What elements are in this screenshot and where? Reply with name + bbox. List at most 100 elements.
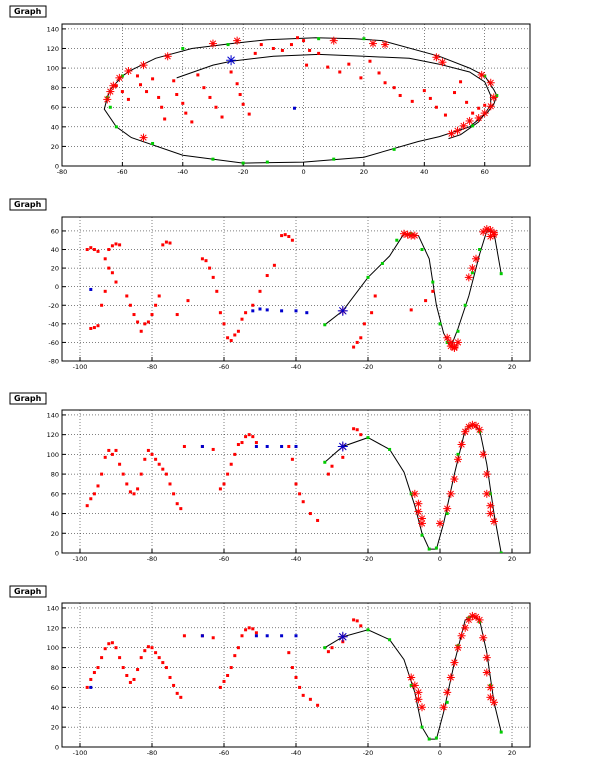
data-point-red-star xyxy=(486,226,495,235)
chart-title: Graph xyxy=(14,7,42,16)
data-point-green xyxy=(438,322,442,326)
y-tick-label: 80 xyxy=(51,471,59,479)
data-point-green xyxy=(114,125,118,129)
x-tick-label: 0 xyxy=(438,555,442,563)
y-tick-label: 100 xyxy=(47,451,59,459)
data-point-red-star xyxy=(329,36,338,45)
data-point-green xyxy=(323,646,327,650)
data-point-red-square xyxy=(103,647,107,651)
data-point-red-square xyxy=(220,115,224,119)
series-line xyxy=(324,230,502,349)
data-point-red-square xyxy=(254,441,258,445)
data-point-red-square xyxy=(233,452,237,456)
data-point-red-square xyxy=(125,482,129,486)
data-point-red-square xyxy=(253,51,257,55)
data-point-red-square xyxy=(240,441,244,445)
data-point-red-square xyxy=(229,70,233,74)
data-point-red-square xyxy=(118,243,122,247)
data-point-red-square xyxy=(244,628,248,632)
data-point-red-square xyxy=(226,336,230,340)
data-point-red-square xyxy=(182,444,186,448)
data-point-red-square xyxy=(128,490,132,494)
data-point-green xyxy=(499,730,503,734)
data-point-red-star xyxy=(414,688,423,697)
data-point-red-star xyxy=(475,615,484,624)
chart-panel-4: Graph -100 -80 -60 -40 -20 0 20 0 20 40 60 80 100 120 1… xyxy=(9,585,531,757)
x-tick-label: -60 xyxy=(219,363,230,371)
data-point-red-square xyxy=(251,627,255,631)
data-point-red-square xyxy=(157,656,161,660)
data-point-red-square xyxy=(114,448,118,452)
data-point-blue xyxy=(89,287,93,291)
x-tick-label: -80 xyxy=(147,749,158,757)
data-point-red-star xyxy=(139,61,148,70)
data-point-red-square xyxy=(157,294,161,298)
data-point-red-square xyxy=(443,113,447,117)
data-point-red-star xyxy=(464,615,473,624)
data-point-red-square xyxy=(136,668,140,672)
y-tick-label: 0 xyxy=(55,163,59,171)
data-point-red-square xyxy=(161,467,165,471)
data-point-red-square xyxy=(392,86,396,90)
x-tick-label: -40 xyxy=(177,168,188,176)
data-point-red-square xyxy=(352,427,356,431)
data-point-red-star xyxy=(479,227,488,236)
data-point-blue xyxy=(251,309,255,313)
x-tick-label: -20 xyxy=(363,363,374,371)
data-point-red-star xyxy=(410,681,419,690)
x-tick-label: 20 xyxy=(360,168,368,176)
data-point-red-square xyxy=(428,96,432,100)
data-point-red-square xyxy=(96,484,100,488)
data-point-red-square xyxy=(146,320,150,324)
data-point-red-square xyxy=(302,39,306,43)
data-point-green xyxy=(420,725,424,729)
data-point-red-star xyxy=(450,343,459,352)
y-tick-label: 80 xyxy=(51,84,59,92)
data-point-green xyxy=(211,157,215,161)
data-point-red-square xyxy=(289,43,293,47)
data-point-red-square xyxy=(168,675,172,679)
data-point-blue xyxy=(294,309,298,313)
y-tick-label: -40 xyxy=(48,320,59,328)
data-point-red-star xyxy=(432,53,441,62)
data-point-red-star xyxy=(479,450,488,459)
data-point-green xyxy=(434,736,438,740)
data-point-red-square xyxy=(110,271,114,275)
data-point-green xyxy=(420,248,424,252)
data-point-red-square xyxy=(240,634,244,638)
data-point-green xyxy=(380,261,384,265)
x-tick-label: -80 xyxy=(147,555,158,563)
plot-area xyxy=(85,611,503,741)
data-point-red-square xyxy=(294,482,298,486)
data-point-green xyxy=(456,329,460,333)
data-point-red-star xyxy=(414,507,423,516)
y-tick-label: 120 xyxy=(47,45,59,53)
data-point-red-square xyxy=(125,294,129,298)
data-point-red-square xyxy=(160,105,164,109)
data-point-red-square xyxy=(373,294,377,298)
data-point-red-square xyxy=(244,435,248,439)
data-point-red-square xyxy=(110,244,114,248)
data-point-red-square xyxy=(211,447,215,451)
data-point-red-square xyxy=(136,320,140,324)
data-point-red-square xyxy=(287,444,291,448)
data-point-red-square xyxy=(316,518,320,522)
data-point-red-square xyxy=(85,248,89,252)
data-point-green xyxy=(265,160,269,164)
data-point-red-square xyxy=(477,106,481,110)
data-point-red-star xyxy=(477,70,486,79)
data-point-green xyxy=(226,43,230,47)
data-point-red-square xyxy=(298,685,302,689)
data-point-red-square xyxy=(326,650,330,654)
data-point-red-square xyxy=(247,112,251,116)
data-point-blue xyxy=(89,685,93,689)
chart-panel-2: Graph -100 -80 -60 -40 -20 0 20 -80 -60 -40 -20 0 20 4… xyxy=(9,198,531,371)
data-point-red-star xyxy=(490,517,498,526)
data-point-red-square xyxy=(202,86,206,90)
data-point-red-square xyxy=(410,99,414,103)
x-tick-label: 0 xyxy=(301,168,305,176)
data-point-red-square xyxy=(280,234,284,238)
x-tick-label: -20 xyxy=(238,168,249,176)
data-point-red-square xyxy=(308,697,312,701)
data-point-red-square xyxy=(229,339,233,343)
